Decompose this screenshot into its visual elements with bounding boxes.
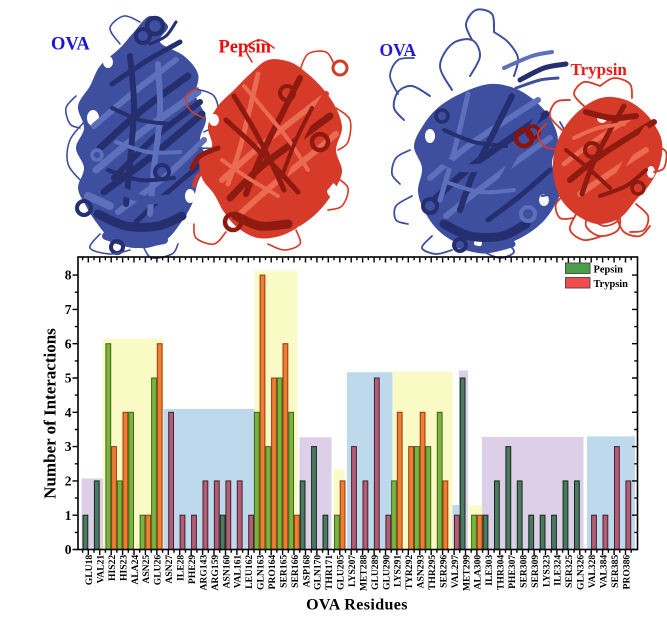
svg-text:THR304: THR304 (496, 555, 507, 590)
svg-text:ARG159: ARG159 (210, 555, 221, 591)
svg-text:VAL21: VAL21 (96, 555, 107, 584)
svg-text:OVA: OVA (51, 35, 90, 55)
svg-text:3: 3 (65, 439, 72, 454)
svg-text:LYS291: LYS291 (393, 555, 404, 587)
svg-text:GLN170: GLN170 (313, 555, 324, 590)
svg-text:THR295: THR295 (427, 555, 438, 590)
svg-text:PRO386: PRO386 (621, 555, 632, 590)
svg-text:GLU289: GLU289 (370, 555, 381, 590)
svg-text:HIS23: HIS23 (118, 555, 129, 581)
svg-text:ASN25: ASN25 (141, 555, 152, 584)
svg-text:TYR292: TYR292 (404, 555, 415, 590)
svg-text:Pepsin: Pepsin (219, 38, 272, 58)
svg-text:OVA: OVA (380, 40, 417, 60)
svg-text:SER166: SER166 (290, 555, 301, 588)
svg-text:ASN27: ASN27 (164, 555, 175, 584)
svg-text:ASN293: ASN293 (416, 555, 427, 589)
svg-text:5: 5 (65, 371, 72, 386)
svg-text:ALA300: ALA300 (473, 555, 484, 590)
svg-text:Number of Interactions: Number of Interactions (41, 328, 60, 499)
svg-text:HIS22: HIS22 (107, 555, 118, 581)
svg-text:7: 7 (65, 302, 72, 317)
svg-text:GLU205: GLU205 (336, 555, 347, 590)
svg-text:ALA24: ALA24 (130, 555, 141, 585)
svg-text:ASP168: ASP168 (301, 555, 312, 588)
svg-text:OVA Residues: OVA Residues (306, 597, 408, 614)
svg-text:VAL161: VAL161 (233, 555, 244, 589)
svg-text:VAL328: VAL328 (587, 555, 598, 589)
svg-text:SER325: SER325 (564, 555, 575, 588)
svg-text:SER385: SER385 (610, 555, 621, 588)
svg-text:ARG143: ARG143 (198, 555, 209, 591)
svg-text:4: 4 (65, 405, 72, 420)
svg-text:GLN326: GLN326 (576, 555, 587, 590)
svg-text:ILE303: ILE303 (484, 555, 495, 586)
svg-text:SER309: SER309 (530, 555, 541, 588)
svg-text:LYS323: LYS323 (541, 555, 552, 587)
svg-text:VAL384: VAL384 (598, 555, 609, 589)
svg-text:LYS207: LYS207 (347, 555, 358, 587)
svg-text:SER296: SER296 (438, 555, 449, 588)
svg-text:SER308: SER308 (518, 555, 529, 588)
svg-text:SER165: SER165 (278, 555, 289, 588)
svg-text:GLU18: GLU18 (84, 555, 95, 586)
svg-text:GLN163: GLN163 (256, 555, 267, 590)
svg-text:0: 0 (65, 542, 72, 557)
svg-text:GLU290: GLU290 (381, 555, 392, 590)
svg-text:Trypsin: Trypsin (571, 60, 628, 79)
svg-text:8: 8 (65, 268, 72, 283)
svg-text:ASN160: ASN160 (221, 555, 232, 589)
svg-text:2: 2 (65, 474, 72, 489)
svg-text:PHE307: PHE307 (507, 555, 518, 589)
svg-text:MET288: MET288 (358, 555, 369, 591)
svg-text:PRO164: PRO164 (267, 555, 278, 590)
svg-text:ILE324: ILE324 (553, 555, 564, 586)
svg-text:GLU26: GLU26 (153, 555, 164, 586)
svg-text:1: 1 (65, 508, 72, 523)
svg-text:THR171: THR171 (324, 555, 335, 590)
svg-text:MET299: MET299 (461, 555, 472, 591)
svg-text:VAL297: VAL297 (450, 555, 461, 589)
svg-text:ILE28: ILE28 (176, 555, 187, 581)
svg-text:PHE29: PHE29 (187, 555, 198, 585)
svg-text:LEU162: LEU162 (244, 555, 255, 589)
svg-text:Trypsin: Trypsin (594, 279, 629, 290)
svg-text:Pepsin: Pepsin (594, 264, 624, 275)
svg-text:6: 6 (65, 336, 72, 351)
